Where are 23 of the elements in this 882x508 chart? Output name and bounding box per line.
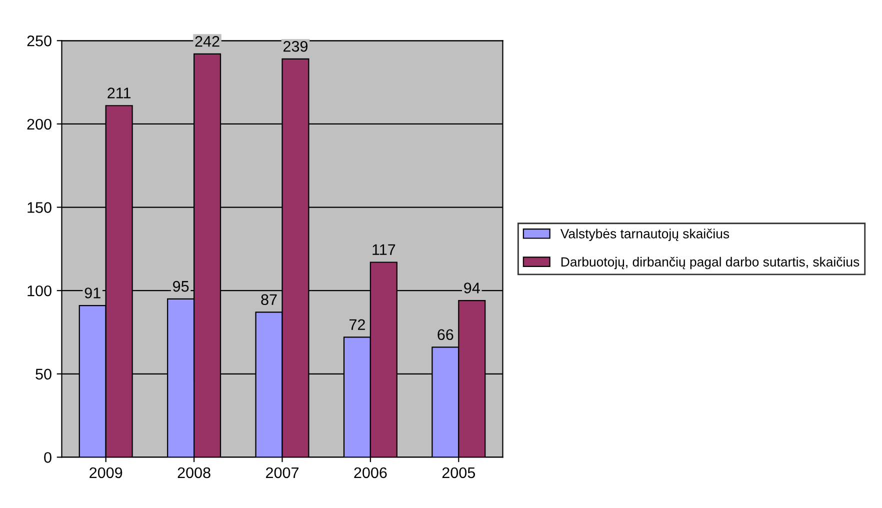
y-tick-label: 100 xyxy=(28,285,52,296)
y-tick-label: 0 xyxy=(44,452,52,463)
x-tick-label: 2008 xyxy=(178,467,210,478)
legend-label: Valstybės tarnautojų skaičius xyxy=(560,228,730,242)
legend-label: Darbuotojų, dirbančių pagal darbo sutartis, skaičius xyxy=(561,256,860,270)
data-label: 239 xyxy=(283,40,308,52)
data-label: 72 xyxy=(349,319,365,330)
y-tick-label: 250 xyxy=(27,36,52,46)
data-label: 211 xyxy=(108,88,131,98)
data-label: 66 xyxy=(438,329,454,340)
data-label: 95 xyxy=(173,280,189,292)
data-label: 117 xyxy=(372,244,396,255)
y-tick-label: 150 xyxy=(28,202,52,213)
data-label: 242 xyxy=(195,36,220,47)
x-tick-label: 2009 xyxy=(90,467,122,478)
data-label: 91 xyxy=(84,288,100,298)
data-label: 87 xyxy=(261,294,277,306)
x-tick-label: 2006 xyxy=(354,467,387,478)
data-label: 94 xyxy=(464,282,480,294)
x-tick-label: 2007 xyxy=(266,467,298,478)
y-tick-label: 200 xyxy=(27,118,52,130)
x-tick-label: 2005 xyxy=(442,467,475,478)
y-tick-label: 50 xyxy=(36,368,52,380)
